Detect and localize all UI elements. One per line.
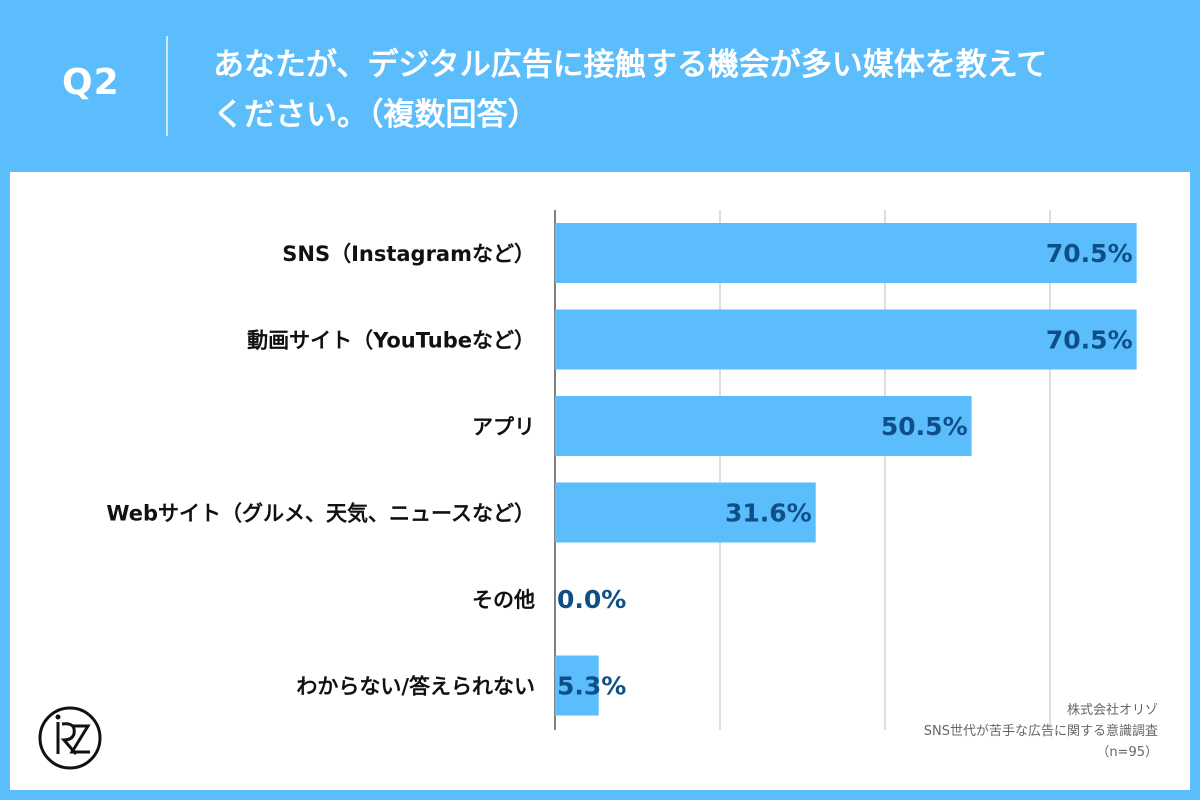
category-label: SNS（Instagramなど） — [282, 242, 535, 266]
value-label: 50.5% — [881, 412, 968, 441]
bar — [555, 482, 816, 543]
value-label: 0.0% — [557, 585, 626, 614]
source-survey: SNS世代が苦手な広告に関する意識調査 — [923, 724, 1158, 739]
question-number: Q2 — [62, 62, 120, 103]
grid-lines — [554, 210, 1051, 730]
bar — [555, 223, 1137, 283]
question-title-line1: あなたが、デジタル広告に接触する機会が多い媒体を教えて — [213, 47, 1048, 83]
category-label: Webサイト（グルメ、天気、ニュースなど） — [106, 502, 535, 526]
bar — [555, 655, 599, 716]
header: Q2 あなたが、デジタル広告に接触する機会が多い媒体を教えて ください。（複数回… — [0, 0, 1200, 172]
source-company: 株式会社オリゾ — [1066, 703, 1158, 718]
value-label: 31.6% — [725, 499, 812, 528]
value-label: 70.5% — [1046, 326, 1133, 355]
value-label: 5.3% — [557, 672, 626, 701]
labels: SNS（Instagramなど） 70.5% 動画サイト（YouTubeなど） 70.… — [106, 239, 1132, 701]
header-divider — [166, 36, 168, 136]
question-title-line2: ください。（複数回答） — [213, 97, 539, 133]
bars — [555, 223, 1137, 716]
category-label: その他 — [472, 588, 535, 612]
category-label: アプリ — [472, 415, 535, 439]
category-label: 動画サイト（YouTubeなど） — [247, 329, 535, 353]
bar — [555, 309, 1137, 370]
question-title: あなたが、デジタル広告に接触する機会が多い媒体を教えて ください。（複数回答） — [213, 40, 1173, 140]
source-sample: （n=95） — [1096, 745, 1158, 760]
value-label: 70.5% — [1046, 239, 1133, 268]
orizo-logo-icon — [38, 706, 102, 770]
source-note: 株式会社オリゾ SNS世代が苦手な広告に関する意識調査 （n=95） — [818, 700, 1158, 763]
bar — [555, 396, 972, 456]
category-label: わからない/答えられない — [296, 675, 535, 699]
